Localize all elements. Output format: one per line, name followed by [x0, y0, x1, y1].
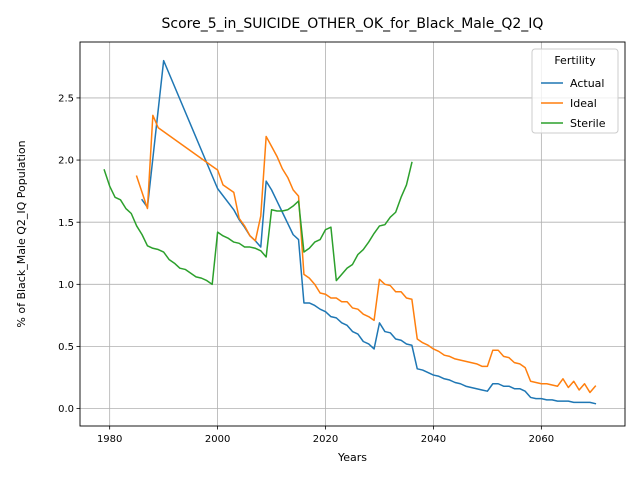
legend-label-actual: Actual: [570, 77, 604, 90]
x-tick-label: 2020: [313, 434, 338, 445]
y-tick-label: 2.5: [58, 94, 74, 105]
series-line-sterile: [103, 161, 413, 286]
series-line-actual: [141, 59, 597, 405]
x-tick-label: 2000: [205, 434, 230, 445]
x-tick-label: 2060: [529, 434, 554, 445]
y-tick-label: 2.0: [58, 156, 74, 167]
x-tick-label: 2040: [421, 434, 446, 445]
chart-title: Score_5_in_SUICIDE_OTHER_OK_for_Black_Ma…: [162, 16, 544, 32]
y-tick-label: 1.5: [58, 218, 74, 229]
y-axis-label: % of Black_Male Q2_IQ Population: [15, 140, 28, 327]
x-axis-ticks: 1980 2000 2020 2040 2060: [97, 426, 554, 445]
y-tick-label: 0.5: [58, 342, 74, 353]
legend-entries: Actual Ideal Sterile: [541, 77, 606, 130]
x-axis-label: Years: [337, 451, 367, 464]
y-tick-label: 0.0: [58, 404, 74, 415]
legend-label-ideal: Ideal: [570, 97, 597, 110]
legend: Fertility Actual Ideal Sterile: [531, 48, 619, 134]
plot-frame: [79, 41, 626, 427]
y-tick-label: 1.0: [58, 280, 74, 291]
legend-label-sterile: Sterile: [570, 117, 606, 130]
series-lines: [103, 59, 597, 405]
x-tick-label: 1980: [97, 434, 122, 445]
series-line-ideal: [135, 114, 597, 394]
legend-title: Fertility: [554, 54, 596, 67]
legend-box: [531, 48, 619, 134]
y-axis-ticks: 0.0 0.5 1.0 1.5 2.0 2.5: [58, 94, 80, 415]
